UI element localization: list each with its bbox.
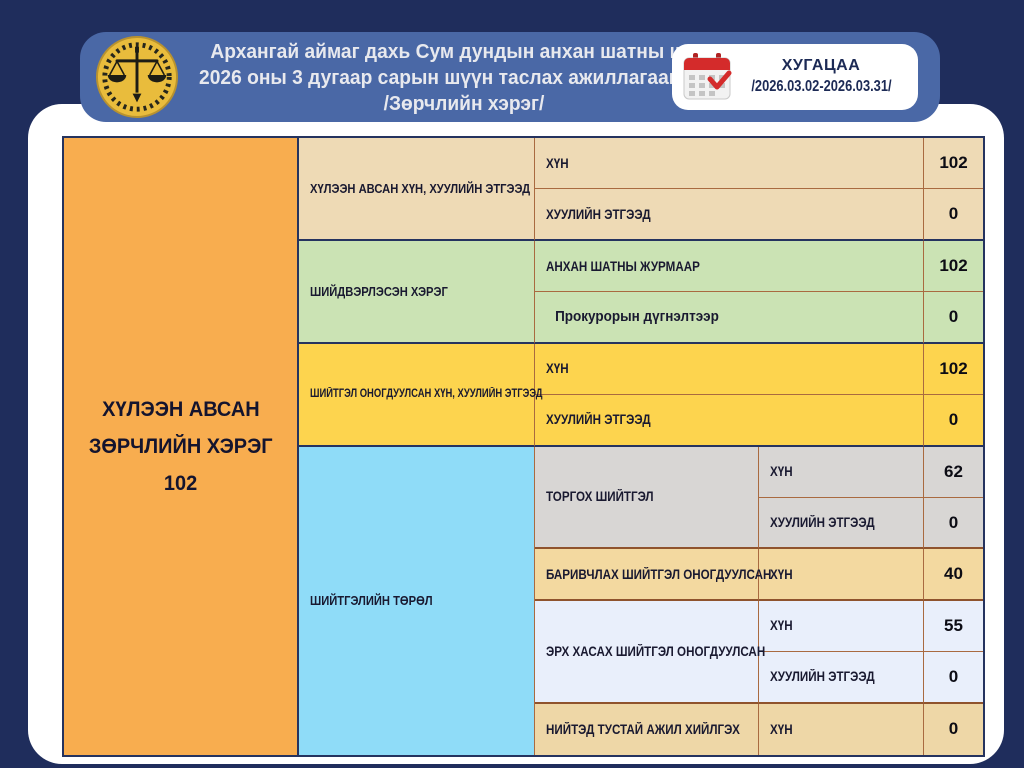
- title-line-3: /Зөрчлийн хэрэг/: [383, 93, 545, 115]
- row-label: АНХАН ШАТНЫ ЖУРМААР: [535, 240, 924, 293]
- row-value: 0: [924, 189, 983, 241]
- period-label: ХУГАЦАА: [781, 57, 861, 74]
- section-label-penalty-types: ШИЙТГЭЛИЙН ТӨРӨЛ: [299, 446, 535, 755]
- summary-line-2: ЗӨРЧЛИЙН ХЭРЭГ: [88, 435, 273, 458]
- row-label: ХҮН: [535, 343, 924, 396]
- row-value: 62: [924, 446, 983, 498]
- report-header: Архангай аймаг дахь Сум дундын анхан шат…: [80, 32, 940, 122]
- stats-table: ХҮЛЭЭН АВСАН ЗӨРЧЛИЙН ХЭРЭГ 102 ХҮЛЭЭН А…: [62, 136, 985, 757]
- row-value: 40: [924, 549, 983, 601]
- row-label: ХУУЛИЙН ЭТГЭЭД: [759, 652, 924, 704]
- row-label: ХҮН: [759, 703, 924, 755]
- period-dates: /2026.03.02-2026.03.31/: [750, 78, 892, 95]
- section-label-penalized: ШИЙТГЭЛ ОНОГДУУЛСАН ХҮН, ХУУЛИЙН ЭТГЭЭД: [299, 343, 543, 447]
- row-value: 0: [924, 497, 983, 550]
- row-label: ХУУЛИЙН ЭТГЭЭД: [535, 189, 924, 241]
- page-title: Архангай аймаг дахь Сум дундын анхан шат…: [188, 39, 760, 117]
- summary-cell: ХҮЛЭЭН АВСАН ЗӨРЧЛИЙН ХЭРЭГ 102: [64, 138, 299, 755]
- group-label-community-service: НИЙТЭД ТУСТАЙ АЖИЛ ХИЙЛГЭХ: [535, 703, 759, 755]
- section-label-received: ХҮЛЭЭН АВСАН ХҮН, ХУУЛИЙН ЭТГЭЭД: [299, 138, 535, 241]
- group-label-arrest: БАРИВЧЛАХ ШИЙТГЭЛ ОНОГДУУЛСАН: [535, 549, 771, 601]
- row-label: Прокурорын дүгнэлтээр: [535, 292, 924, 344]
- row-label: ХУУЛИЙН ЭТГЭЭД: [535, 395, 924, 447]
- period-text: ХУГАЦАА /2026.03.02-2026.03.31/: [732, 56, 910, 98]
- row-value: 55: [924, 600, 983, 653]
- row-value: 102: [924, 138, 983, 190]
- row-label: ХҮН: [535, 138, 924, 190]
- row-label: ХҮН: [759, 600, 924, 653]
- row-label: ХУУЛИЙН ЭТГЭЭД: [759, 497, 924, 550]
- section-label-resolved: ШИЙДВЭРЛЭСЭН ХЭРЭГ: [299, 240, 535, 344]
- row-value: 0: [924, 703, 983, 755]
- row-value: 0: [924, 292, 983, 344]
- row-value: 102: [924, 240, 983, 293]
- calendar-icon: [683, 53, 732, 100]
- row-value: 102: [924, 343, 983, 396]
- group-label-fine: ТОРГОХ ШИЙТГЭЛ: [535, 446, 759, 550]
- period-badge: ХУГАЦАА /2026.03.02-2026.03.31/: [672, 44, 918, 110]
- group-label-rights: ЭРХ ХАСАХ ШИЙТГЭЛ ОНОГДУУЛСАН: [535, 600, 765, 704]
- row-value: 0: [924, 395, 983, 447]
- scales-of-justice-icon: [96, 36, 178, 118]
- row-label: ХҮН: [759, 446, 924, 498]
- row-value: 0: [924, 652, 983, 704]
- title-line-1: Архангай аймаг дахь Сум дундын анхан шат…: [210, 41, 718, 63]
- summary-total: 102: [163, 472, 198, 495]
- summary-line-1: ХҮЛЭЭН АВСАН: [101, 398, 260, 421]
- row-label: ХҮН: [759, 549, 924, 601]
- title-line-2: 2026 оны 3 дугаар сарын шүүн таслах ажил…: [199, 67, 760, 89]
